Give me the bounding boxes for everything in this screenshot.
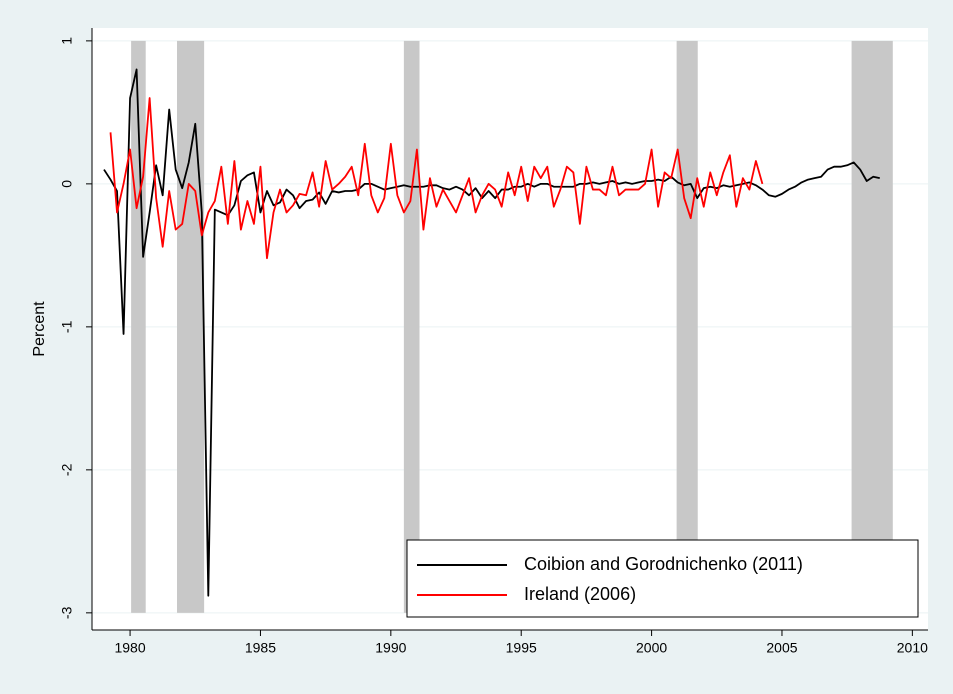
- y-tick-label: 0: [59, 180, 75, 188]
- plot-area: [92, 28, 928, 630]
- x-tick-label: 1980: [114, 640, 145, 656]
- y-tick-label: -1: [59, 320, 75, 333]
- x-tick-label: 1990: [375, 640, 406, 656]
- recession-band: [676, 40, 698, 613]
- legend-label: Coibion and Gorodnichenko (2011): [524, 554, 803, 574]
- legend-label: Ireland (2006): [524, 584, 636, 604]
- data-line: [109, 97, 764, 260]
- x-tick-label: 2005: [766, 640, 797, 656]
- y-tick-label: -2: [59, 463, 75, 476]
- x-tick-label: 2000: [636, 640, 667, 656]
- y-tick-label: -3: [59, 606, 75, 619]
- x-tick-label: 1995: [506, 640, 537, 656]
- legend-box: [406, 539, 919, 618]
- recession-band: [177, 40, 205, 613]
- recession-band: [403, 40, 420, 613]
- x-tick-label: 1985: [245, 640, 276, 656]
- x-tick-label: 2010: [897, 640, 928, 656]
- y-axis-label: Percent: [31, 301, 48, 357]
- recession-band: [851, 40, 893, 613]
- y-tick-label: 1: [59, 37, 75, 45]
